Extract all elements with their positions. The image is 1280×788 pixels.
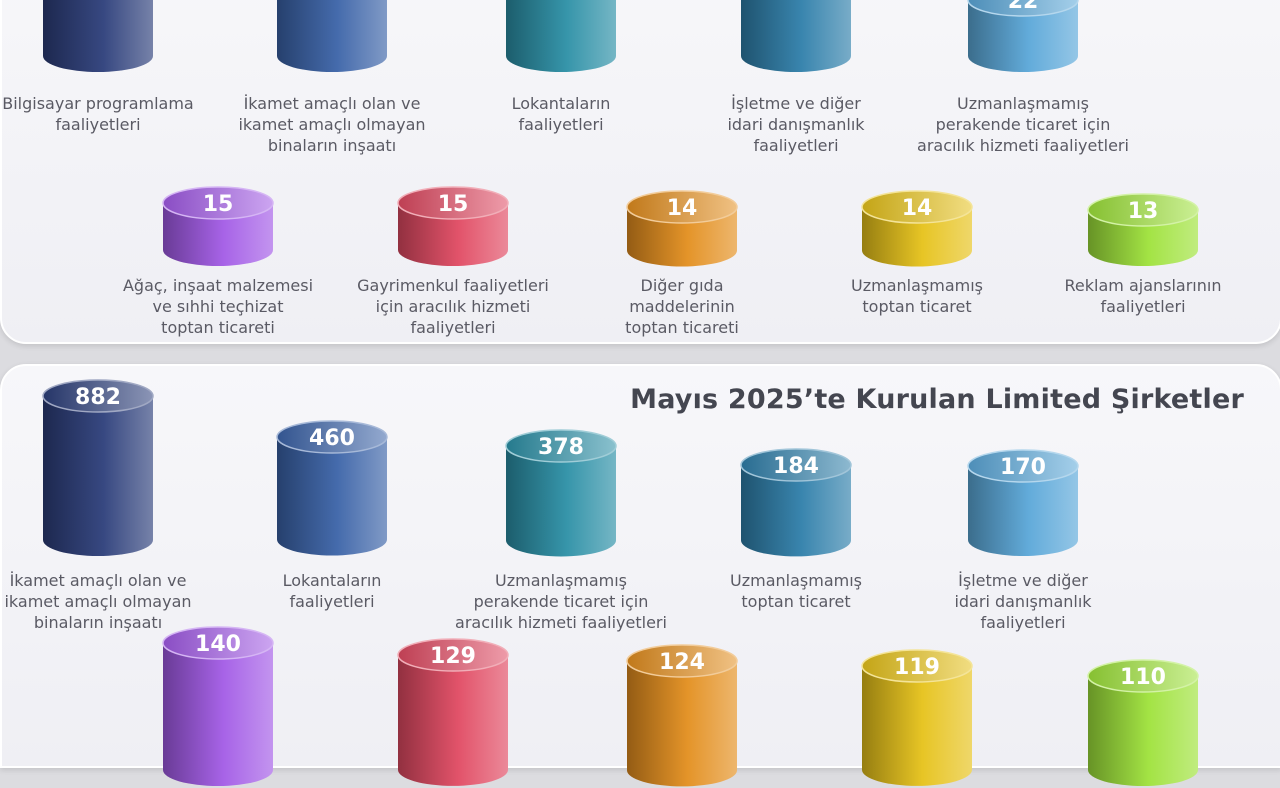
chart-a-cylinder-5: 22 <box>967 0 1079 72</box>
chart-a-category-label-7: Gayrimenkul faaliyetleri için aracılık h… <box>357 276 549 337</box>
value-label: 184 <box>773 454 819 479</box>
cylinder-top <box>861 189 973 224</box>
cylinder-top <box>276 420 388 455</box>
cylinder-body <box>43 396 153 556</box>
cylinder-top <box>740 447 852 482</box>
value-label: 140 <box>195 632 241 657</box>
chart-b-cylinder-9: 119 <box>861 649 973 786</box>
chart-b-category-label-1: İkamet amaçlı olan ve ikamet amaçlı olma… <box>4 571 192 632</box>
cylinder-body <box>277 0 387 72</box>
value-label: 124 <box>659 650 705 675</box>
chart-a-cylinder-2 <box>277 0 387 72</box>
cylinder-body <box>627 206 737 266</box>
cylinder-top <box>967 449 1079 483</box>
cylinder-body <box>277 437 387 556</box>
chart-a-cylinder-3 <box>506 0 616 72</box>
chart-b-cylinder-8: 124 <box>626 643 738 786</box>
cylinder-body <box>862 666 972 786</box>
chart-a-category-label-6: Ağaç, inşaat malzemesi ve sıhhi teçhizat… <box>122 276 314 337</box>
value-label: 14 <box>902 196 933 221</box>
chart-b-cylinder-1: 882 <box>42 379 154 556</box>
value-label: 460 <box>309 426 355 451</box>
chart-b-cylinder-2: 460 <box>276 420 388 556</box>
value-label: 170 <box>1000 455 1046 480</box>
cylinder-top <box>861 649 973 683</box>
chart-a-cylinder-10: 13 <box>1087 193 1199 266</box>
chart-a-category-label-5: Uzmanlaşmamış perakende ticaret için ara… <box>917 94 1129 155</box>
chart-b-cylinder-3: 378 <box>505 428 617 556</box>
cylinder-top <box>162 186 274 220</box>
chart-a-category-label-2: İkamet amaçlı olan ve ikamet amaçlı olma… <box>238 94 426 155</box>
value-label: 15 <box>203 192 234 217</box>
chart-title: Mayıs 2025’te Kurulan Limited Şirketler <box>630 384 1244 415</box>
chart-a-cylinder-7: 15 <box>397 186 509 266</box>
cylinder-body <box>398 203 508 266</box>
chart-a-cylinder-6: 15 <box>162 186 274 266</box>
value-label: 15 <box>438 192 469 217</box>
cylinder-top <box>967 0 1079 17</box>
value-label: 119 <box>894 655 940 680</box>
value-label: 882 <box>75 385 121 410</box>
cylinder-body <box>862 206 972 266</box>
cylinder-top <box>1087 193 1199 227</box>
cylinder-body <box>43 0 153 72</box>
chart-a-cylinder-8: 14 <box>626 189 738 266</box>
chart-a-cylinder-1 <box>43 0 153 72</box>
chart-b-category-label-4: Uzmanlaşmamış toptan ticaret <box>730 571 862 611</box>
cylinder-body <box>163 643 273 786</box>
value-label: 129 <box>430 644 476 669</box>
value-label: 110 <box>1120 665 1166 690</box>
value-label: 22 <box>1008 0 1039 14</box>
value-label: 14 <box>667 196 698 221</box>
chart-a-category-label-3: Lokantaların faaliyetleri <box>511 94 611 134</box>
chart-a-cylinder-4 <box>741 0 851 72</box>
cylinder-body <box>398 655 508 786</box>
chart-b-category-label-5: İşletme ve diğer idari danışmanlık faali… <box>954 571 1092 632</box>
chart-b-cylinder-6: 140 <box>162 626 274 786</box>
chart-a-cylinder-9: 14 <box>861 189 973 266</box>
cylinder-body <box>968 466 1078 556</box>
cylinder-body <box>506 0 616 72</box>
cylinder-top <box>505 428 617 463</box>
chart-b-category-label-3: Uzmanlaşmamış perakende ticaret için ara… <box>455 571 667 632</box>
chart-a-category-label-9: Uzmanlaşmamış toptan ticaret <box>851 276 983 316</box>
chart-b-cylinder-5: 170 <box>967 449 1079 556</box>
cylinder-body <box>506 445 616 556</box>
chart-b-cylinder-4: 184 <box>740 447 852 556</box>
chart-a-category-label-10: Reklam ajanslarının faaliyetleri <box>1064 276 1222 316</box>
cylinder-body <box>968 0 1078 72</box>
chart-a-category-label-4: İşletme ve diğer idari danışmanlık faali… <box>727 94 865 155</box>
value-label: 13 <box>1128 199 1159 224</box>
value-label: 378 <box>538 435 584 460</box>
cylinder-body <box>627 660 737 786</box>
cylinder-top <box>42 379 154 413</box>
cylinder-body <box>741 464 851 556</box>
cylinder-body <box>163 203 273 266</box>
chart-b-cylinder-7: 129 <box>397 638 509 786</box>
cylinder-top <box>1087 659 1199 693</box>
cylinder-top <box>397 186 509 220</box>
chart-b-cylinder-10: 110 <box>1087 659 1199 786</box>
cylinder-top <box>626 643 738 678</box>
cylinder-top <box>397 638 509 672</box>
cylinder-top <box>162 626 274 660</box>
chart-a-category-label-1: Bilgisayar programlama faaliyetleri <box>2 94 194 134</box>
cylinder-body <box>741 0 851 72</box>
chart-a-category-label-8: Diğer gıda maddelerinin toptan ticareti <box>625 276 739 337</box>
chart-b-category-label-2: Lokantaların faaliyetleri <box>282 571 382 611</box>
cylinder-top <box>626 189 738 224</box>
